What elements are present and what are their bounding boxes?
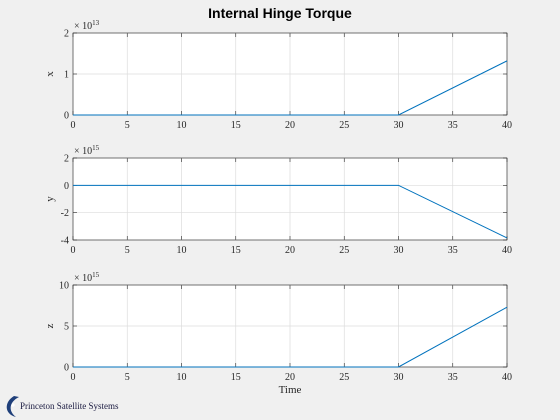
z-x-tick-label: 0 [71,372,76,383]
z-x-tick-label: 25 [339,372,349,383]
z-y-tick-label: 10 [59,281,69,292]
figure-title: Internal Hinge Torque [208,5,352,21]
x-x-tick-label: 5 [125,120,130,131]
z-y-tick-label: 0 [64,363,69,374]
z-x-tick-label: 10 [177,372,187,383]
z-x-tick-label: 35 [448,372,458,383]
logo-dot-icon [11,403,15,407]
z-x-tick-label: 30 [394,372,404,383]
y-x-tick-label: 5 [125,245,130,256]
z-exponent-label: × 1015 [74,271,100,284]
x-x-tick-label: 20 [285,120,295,131]
y-x-tick-label: 35 [448,245,458,256]
z-x-tick-label: 5 [125,372,130,383]
x-x-tick-label: 35 [448,120,458,131]
logo-text: Princeton Satellite Systems [20,401,119,411]
y-x-tick-label: 15 [231,245,241,256]
x-x-tick-label: 30 [394,120,404,131]
y-x-tick-label: 0 [71,245,76,256]
subplot-x: 0 5 10 15 20 25 30 35 40 0 1 2 × 1013 x [44,19,512,131]
y-x-tick-label: 10 [177,245,187,256]
y-axes-box [72,157,508,241]
y-y-tick-label: -2 [61,208,69,219]
logo-swoosh-icon [6,396,19,417]
x-y-tick-label: 2 [64,29,69,40]
z-exponent-power: 15 [92,271,100,279]
y-y-tick-label: -4 [61,236,69,247]
x-y-tick-label: 0 [64,111,69,122]
x-y-axis-label: x [44,71,56,77]
z-x-axis-label: Time [279,384,302,396]
x-x-tick-label: 0 [71,120,76,131]
y-x-tick-label: 30 [394,245,404,256]
x-exponent-label: × 1013 [74,19,100,32]
y-series-line [73,184,508,239]
x-series-line [73,60,508,116]
subplot-z: 0 5 10 15 20 25 30 35 40 0 5 10 × 1015 z Time [44,271,512,396]
x-x-tick-label: 25 [339,120,349,131]
y-x-tick-label: 25 [339,245,349,256]
y-exponent-power: 15 [92,144,100,152]
x-x-tick-label: 40 [502,120,512,131]
z-x-tick-label: 20 [285,372,295,383]
x-x-tick-label: 10 [177,120,187,131]
y-y-tick-label: 2 [64,154,69,165]
y-y-tick-label: 0 [64,181,69,192]
x-x-tick-label: 15 [231,120,241,131]
z-y-axis-label: z [44,323,56,328]
z-series-line [73,306,508,368]
z-x-tick-label: 15 [231,372,241,383]
y-exponent-label: × 1015 [74,144,100,157]
y-x-tick-label: 40 [502,245,512,256]
x-exponent-power: 13 [92,19,100,27]
logo: Princeton Satellite Systems [6,396,119,417]
z-y-tick-label: 5 [64,322,69,333]
x-y-tick-label: 1 [64,70,69,81]
y-x-tick-label: 20 [285,245,295,256]
subplot-y: 0 5 10 15 20 25 30 35 40 -4 -2 0 2 × 1015 y [44,144,512,256]
y-y-axis-label: y [44,196,56,202]
z-x-tick-label: 40 [502,372,512,383]
